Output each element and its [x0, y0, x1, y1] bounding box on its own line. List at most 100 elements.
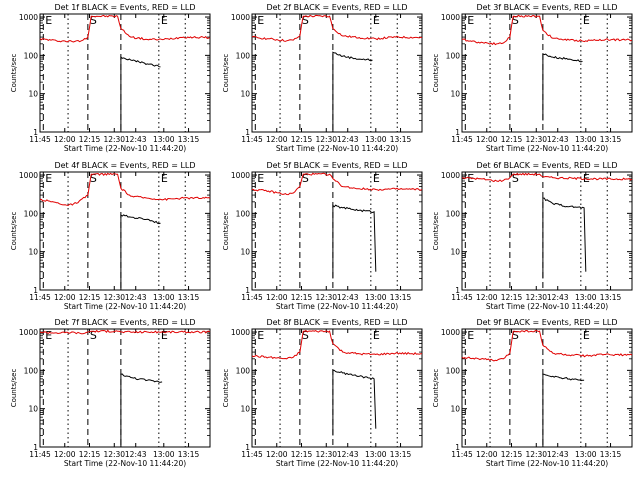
panel-5: Det 5f BLACK = Events, RED = LLD 1 10 100 10…	[222, 161, 423, 311]
x-tick-label: 11:45	[451, 135, 473, 144]
panel-title: Det 6f BLACK = Events, RED = LLD	[476, 161, 617, 170]
marker-label: E	[161, 14, 168, 27]
marker-label: S	[302, 329, 309, 342]
marker-label: E	[373, 172, 380, 185]
x-tick-label: 13:00	[575, 450, 597, 459]
panel-4: Det 4f BLACK = Events, RED = LLD 1 10 100 10…	[10, 161, 211, 311]
marker-label: E	[467, 329, 474, 342]
plot-frame	[461, 171, 633, 291]
x-tick-label: 13:15	[178, 293, 200, 302]
events-series-line	[120, 56, 161, 132]
marker-label: S	[90, 172, 97, 185]
events-series-line	[542, 373, 585, 447]
y-axis-label: Counts/sec	[432, 369, 440, 408]
marker-label: E	[583, 14, 590, 27]
x-tick-label: 11:45	[29, 450, 51, 459]
y-tick-label: 100	[236, 209, 251, 218]
panel-title: Det 9f BLACK = Events, RED = LLD	[476, 318, 617, 327]
y-tick-label: 10	[240, 248, 250, 257]
y-tick-label: 10	[450, 248, 460, 257]
y-tick-label: 1	[245, 286, 250, 295]
panel-title: Det 2f BLACK = Events, RED = LLD	[266, 3, 407, 12]
y-axis-label: Counts/sec	[10, 212, 18, 251]
y-axis-label: Counts/sec	[222, 54, 230, 93]
lld-series-line	[39, 14, 211, 43]
x-tick-label: 12:00	[266, 135, 288, 144]
marker-label: E	[467, 14, 474, 27]
events-series-line	[542, 197, 587, 279]
panel-9: Det 9f BLACK = Events, RED = LLD 1 10 100 10…	[432, 318, 633, 468]
marker-label: E	[45, 172, 52, 185]
plot-frame	[461, 13, 633, 133]
x-tick-label: 12:00	[54, 293, 76, 302]
x-tick-label: 12:43	[337, 450, 359, 459]
x-axis-label: Start Time (22-Nov-10 11:44:20)	[276, 144, 398, 153]
x-tick-label: 13:15	[600, 450, 622, 459]
x-tick-label: 12:30	[525, 450, 547, 459]
x-axis-label: Start Time (22-Nov-10 11:44:20)	[486, 144, 608, 153]
x-tick-label: 12:00	[266, 293, 288, 302]
marker-label: E	[257, 172, 264, 185]
x-tick-label: 12:00	[54, 450, 76, 459]
panel-title: Det 1f BLACK = Events, RED = LLD	[54, 3, 195, 12]
x-tick-label: 12:43	[125, 293, 147, 302]
x-tick-label: 12:43	[125, 450, 147, 459]
marker-label: E	[583, 329, 590, 342]
lld-series-line	[39, 172, 211, 207]
y-tick-label: 1000	[231, 13, 250, 22]
y-tick-label: 1	[455, 286, 460, 295]
y-tick-label: 100	[24, 51, 39, 60]
y-tick-label: 10	[240, 90, 250, 99]
panel-title: Det 3f BLACK = Events, RED = LLD	[476, 3, 617, 12]
x-tick-label: 12:43	[125, 135, 147, 144]
x-tick-label: 11:45	[241, 450, 263, 459]
marker-label: E	[257, 329, 264, 342]
x-tick-label: 13:00	[575, 135, 597, 144]
x-tick-label: 13:15	[390, 450, 412, 459]
y-tick-label: 1000	[19, 328, 38, 337]
x-tick-label: 13:15	[600, 135, 622, 144]
x-tick-label: 12:30	[525, 293, 547, 302]
x-tick-label: 13:00	[153, 135, 175, 144]
panel-1: Det 1f BLACK = Events, RED = LLD 1 10 100 10…	[10, 3, 211, 153]
y-tick-label: 1000	[441, 328, 460, 337]
x-tick-label: 12:00	[476, 135, 498, 144]
x-axis-label: Start Time (22-Nov-10 11:44:20)	[64, 459, 186, 468]
marker-label: S	[512, 329, 519, 342]
x-tick-label: 12:00	[476, 293, 498, 302]
panel-6: Det 6f BLACK = Events, RED = LLD 1 10 100 10…	[432, 161, 633, 311]
y-tick-label: 1	[33, 443, 38, 452]
x-tick-label: 12:00	[476, 450, 498, 459]
plot-frame	[39, 328, 211, 448]
panel-title: Det 4f BLACK = Events, RED = LLD	[54, 161, 195, 170]
x-tick-label: 11:45	[29, 293, 51, 302]
x-tick-label: 12:43	[547, 293, 569, 302]
x-tick-label: 13:15	[390, 135, 412, 144]
lld-series-line	[461, 329, 633, 362]
x-tick-label: 12:30	[315, 135, 337, 144]
x-tick-label: 12:15	[501, 293, 523, 302]
x-tick-label: 12:15	[501, 450, 523, 459]
y-tick-label: 1000	[19, 171, 38, 180]
x-tick-label: 12:15	[79, 293, 101, 302]
y-tick-label: 1000	[19, 13, 38, 22]
x-axis-label: Start Time (22-Nov-10 11:44:20)	[486, 302, 608, 311]
y-tick-label: 100	[236, 51, 251, 60]
x-tick-label: 12:30	[103, 135, 125, 144]
marker-label: E	[257, 14, 264, 27]
panel-8: Det 8f BLACK = Events, RED = LLD 1 10 100 10…	[222, 318, 423, 468]
lld-series-line	[251, 14, 423, 42]
x-tick-label: 13:00	[153, 293, 175, 302]
x-tick-label: 13:00	[365, 135, 387, 144]
x-tick-label: 12:43	[547, 135, 569, 144]
events-series-line	[542, 52, 583, 121]
marker-label: E	[373, 329, 380, 342]
plot-frame	[251, 13, 423, 133]
x-axis-label: Start Time (22-Nov-10 11:44:20)	[276, 302, 398, 311]
plot-frame	[251, 328, 423, 448]
x-tick-label: 12:30	[525, 135, 547, 144]
y-tick-label: 1	[33, 128, 38, 137]
lld-series-line	[251, 329, 422, 360]
events-series-line	[332, 51, 373, 132]
